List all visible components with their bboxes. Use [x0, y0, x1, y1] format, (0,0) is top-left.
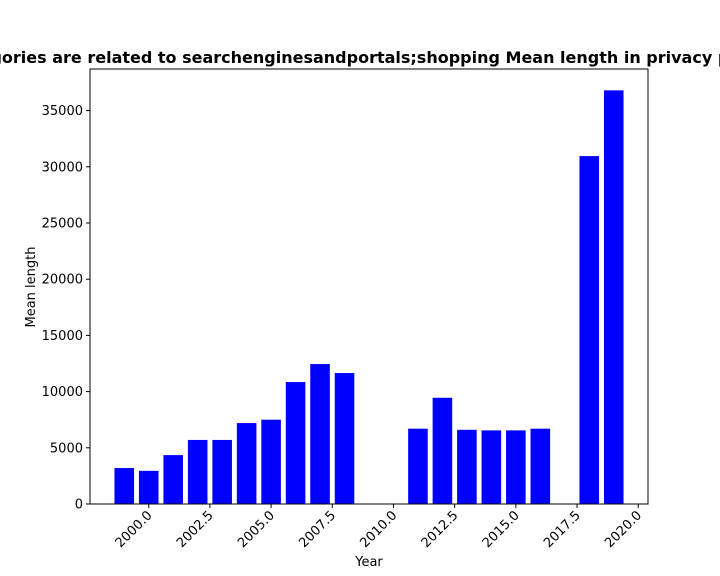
bar-2018: [579, 156, 600, 504]
y-tick-label: 35000: [42, 104, 83, 119]
x-tick-label: 2005.0: [235, 508, 278, 551]
y-tick-label: 25000: [42, 216, 83, 231]
bar-2011: [408, 428, 428, 504]
x-tick-label: 2007.5: [296, 508, 339, 551]
bar-2002: [187, 439, 208, 504]
bar-2003: [212, 439, 232, 504]
x-tick-label: 2012.5: [419, 508, 462, 551]
bar-2016: [530, 428, 551, 504]
x-tick-label: 2020.0: [602, 508, 645, 551]
y-tick-label: 20000: [42, 273, 83, 288]
plot-frame: [89, 68, 649, 505]
x-tick-label: 2002.5: [174, 508, 217, 551]
y-tick-label: 15000: [42, 329, 83, 344]
y-tick-label: 10000: [42, 385, 83, 400]
x-tick-label: 2010.0: [358, 508, 401, 551]
bar-2019: [603, 90, 624, 504]
bar-2008: [334, 373, 355, 504]
bar-2005: [261, 419, 281, 504]
y-tick-label: 30000: [42, 160, 83, 175]
bar-2001: [163, 455, 183, 504]
y-tick-label: 0: [75, 498, 83, 513]
x-axis: 2000.0 2002.5 2005.0 2007.5 2010.0 2012.5 2015…: [113, 504, 645, 551]
x-axis-label: Year: [354, 555, 383, 570]
bar-2000: [138, 470, 159, 504]
x-tick-label: 2015.0: [480, 508, 523, 551]
bar-2012: [432, 397, 453, 504]
bar-2006: [285, 382, 306, 504]
bar-2004: [236, 423, 257, 504]
bar-2014: [481, 430, 502, 504]
y-tick-label: 5000: [50, 441, 83, 456]
bar-2013: [457, 429, 477, 504]
bar-2007: [310, 364, 330, 504]
bars-group: [114, 90, 624, 504]
chart-title: Categories are related to searchenginesa…: [0, 48, 720, 67]
y-axis-label: Mean length: [24, 247, 39, 328]
bar-2015: [506, 430, 526, 504]
x-tick-label: 2000.0: [113, 508, 156, 551]
y-axis: 0 5000 10000 15000 20000 25000 30000 35000: [42, 104, 90, 513]
bar-1999: [114, 468, 135, 504]
x-tick-label: 2017.5: [541, 508, 584, 551]
